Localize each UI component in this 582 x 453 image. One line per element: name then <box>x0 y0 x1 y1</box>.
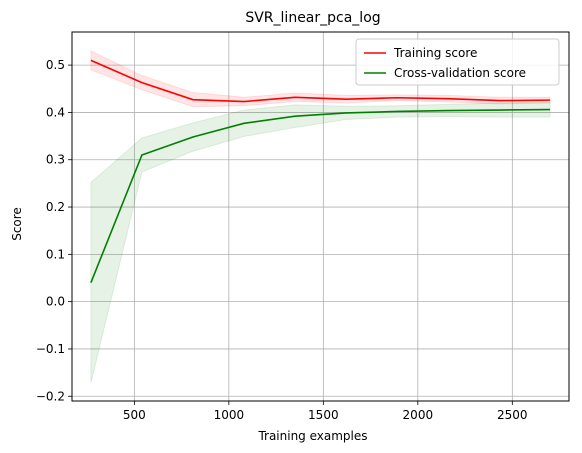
legend-label-0: Training score <box>393 46 477 60</box>
legend-label-1: Cross-validation score <box>394 66 526 80</box>
y-tick-label: 0.5 <box>46 58 65 72</box>
chart-title: SVR_linear_pca_log <box>245 10 380 26</box>
series-line-0 <box>90 59 551 103</box>
x-axis-label: Training examples <box>257 429 367 443</box>
x-tick-label: 500 <box>123 408 146 422</box>
series-lines <box>90 59 551 284</box>
legend-box <box>355 38 560 86</box>
x-tick-label: 2500 <box>497 408 528 422</box>
x-tick-label: 1000 <box>214 408 245 422</box>
y-tick-label: 0.1 <box>46 247 65 261</box>
x-tick-label: 2000 <box>403 408 434 422</box>
y-tick-label: 0.2 <box>46 200 65 214</box>
x-axis-ticks: 500 1000 1500 2000 2500 <box>123 401 528 422</box>
y-tick-label: −0.1 <box>36 342 65 356</box>
confidence-band-1 <box>90 101 551 384</box>
y-tick-label: 0.0 <box>46 295 65 309</box>
x-tick-label: 1500 <box>308 408 339 422</box>
legend: Training score Cross-validation score <box>355 38 560 86</box>
y-tick-label: 0.3 <box>46 153 65 167</box>
y-axis-label: Score <box>10 207 24 241</box>
plot-frame <box>71 31 570 402</box>
series-line-1 <box>90 108 551 284</box>
confidence-bands <box>90 50 551 384</box>
y-axis-ticks: −0.2 −0.1 0.0 0.1 0.2 0.3 0.4 0.5 <box>36 58 72 403</box>
y-tick-label: 0.4 <box>46 105 65 119</box>
y-tick-label: −0.2 <box>36 389 65 403</box>
